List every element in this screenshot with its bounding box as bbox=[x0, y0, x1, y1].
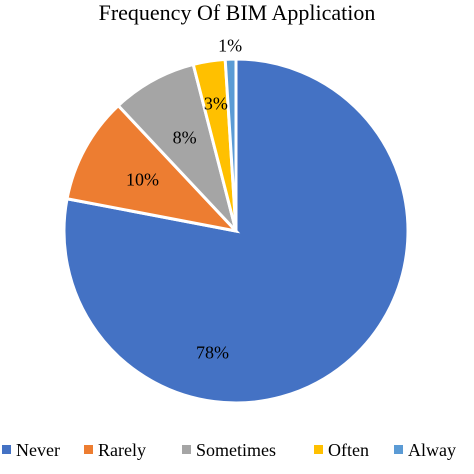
legend-label-rarely: Rarely bbox=[98, 440, 146, 460]
chart-title: Frequency Of BIM Application bbox=[98, 0, 376, 25]
pie-slice-alway bbox=[223, 57, 238, 232]
legend-label-alway: Alway bbox=[408, 440, 456, 460]
legend: Never Rarely Sometimes Often Alway bbox=[2, 440, 456, 460]
pie-data-labels: 78% 10% 8% 3% 1% bbox=[126, 35, 242, 362]
data-label-alway: 1% bbox=[218, 35, 242, 55]
legend-label-sometimes: Sometimes bbox=[196, 440, 276, 460]
legend-item-sometimes: Sometimes bbox=[182, 440, 276, 460]
legend-swatch-sometimes bbox=[182, 445, 191, 454]
legend-swatch-never bbox=[2, 445, 11, 454]
legend-label-never: Never bbox=[16, 440, 60, 460]
legend-swatch-alway bbox=[394, 445, 403, 454]
legend-swatch-often bbox=[314, 445, 323, 454]
legend-item-never: Never bbox=[2, 440, 60, 460]
legend-swatch-rarely bbox=[84, 445, 93, 454]
data-label-never: 78% bbox=[196, 343, 229, 363]
legend-item-alway: Alway bbox=[394, 440, 456, 460]
pie-slices bbox=[62, 57, 410, 405]
data-label-sometimes: 8% bbox=[173, 128, 197, 148]
legend-item-often: Often bbox=[314, 440, 369, 460]
legend-item-rarely: Rarely bbox=[84, 440, 146, 460]
data-label-often: 3% bbox=[204, 94, 228, 114]
legend-label-often: Often bbox=[328, 440, 369, 460]
pie-slice-rarely bbox=[65, 103, 241, 234]
data-label-rarely: 10% bbox=[126, 170, 159, 190]
